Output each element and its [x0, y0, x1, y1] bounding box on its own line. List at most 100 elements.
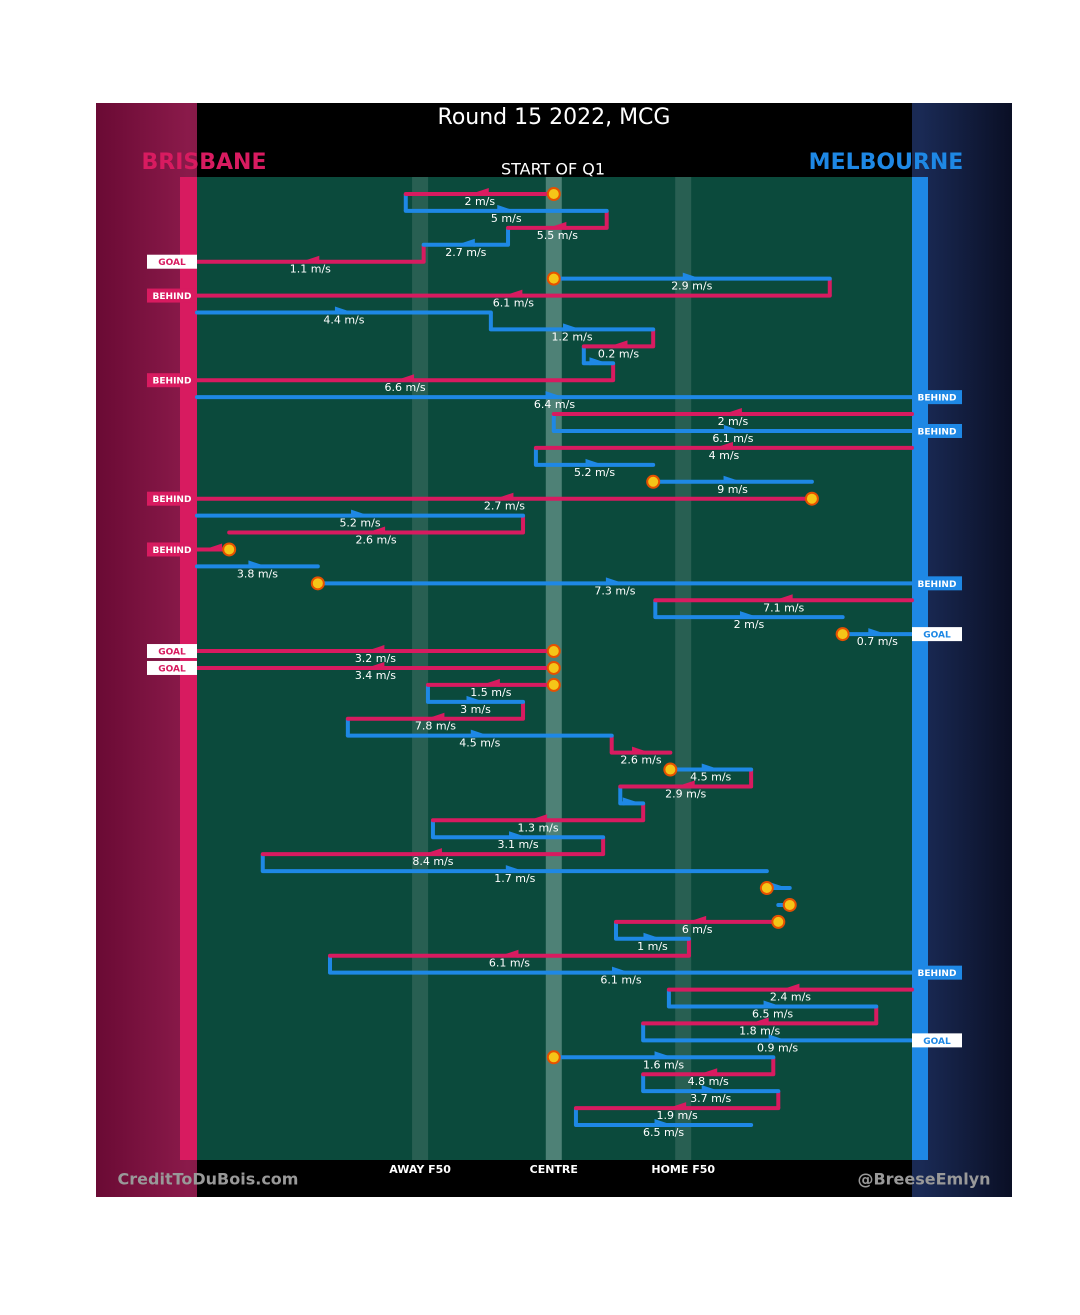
speed-label: 6.1 m/s: [600, 974, 641, 987]
speed-label: 3.1 m/s: [497, 838, 538, 851]
arrow: [654, 1051, 673, 1060]
speed-label: 4.4 m/s: [323, 313, 364, 326]
arrow: [682, 272, 701, 281]
speed-label: 6.4 m/s: [534, 398, 575, 411]
outcome-box: [912, 627, 962, 642]
arrow: [423, 848, 442, 857]
legend-brisbane: BRISBANE: [142, 150, 267, 175]
stoppage: [771, 914, 786, 929]
speed-label: 4 m/s: [709, 449, 740, 462]
arrow: [426, 712, 445, 721]
stoppage: [222, 542, 237, 557]
arrow: [509, 831, 528, 840]
arrow: [366, 661, 385, 670]
speed-label: 3.2 m/s: [355, 652, 396, 665]
speed-label: 5.5 m/s: [537, 229, 578, 242]
outcome-box: [912, 965, 962, 980]
speed-label: 6.1 m/s: [712, 432, 753, 445]
speed-label: 1.6 m/s: [643, 1058, 684, 1071]
stoppage: [546, 271, 561, 286]
outcome-box: [912, 1033, 962, 1048]
speed-label: 2 m/s: [464, 195, 495, 208]
arrow: [529, 814, 548, 823]
arrow: [605, 577, 624, 586]
speed-label: 5.2 m/s: [339, 517, 380, 530]
arrow: [248, 560, 267, 569]
speed-label: 6.5 m/s: [752, 1008, 793, 1021]
legend-melbourne: MELBOURNE: [809, 150, 964, 175]
speed-label: 6.5 m/s: [643, 1126, 684, 1139]
arrow: [611, 966, 630, 975]
arrow: [367, 526, 386, 535]
arrow: [495, 492, 514, 501]
stoppage: [804, 491, 819, 506]
outcome-box: [912, 390, 962, 405]
arrow: [481, 678, 500, 687]
outcome-label: GOAL: [923, 631, 951, 641]
outcome-box: [147, 491, 197, 506]
outcome-label: GOAL: [158, 664, 186, 674]
speed-label: 0.2 m/s: [598, 347, 639, 360]
credit: CreditToDuBois.com: [118, 1170, 299, 1189]
outcome-label: BEHIND: [153, 377, 192, 387]
arrow: [768, 1034, 787, 1043]
speed-label: 2.7 m/s: [445, 246, 486, 259]
speed-label: 5 m/s: [491, 212, 522, 225]
arrow: [701, 763, 720, 772]
stoppage: [759, 881, 774, 896]
speed-label: 4.5 m/s: [690, 771, 731, 784]
speed-label: 1.8 m/s: [739, 1024, 780, 1037]
speed-label: 0.7 m/s: [857, 635, 898, 648]
speed-label: 7.1 m/s: [763, 601, 804, 614]
header-band: [197, 103, 912, 177]
arrow: [548, 221, 567, 230]
arrow: [504, 289, 523, 298]
speed-label: 2.6 m/s: [620, 754, 661, 767]
arrow: [301, 255, 320, 264]
speed-label: 4.5 m/s: [459, 737, 500, 750]
arrow: [654, 1119, 673, 1127]
arrow: [470, 729, 489, 738]
arrow: [723, 408, 742, 417]
arrow: [668, 1102, 687, 1111]
arrow: [750, 1017, 769, 1026]
arrow: [781, 983, 800, 992]
subtitle: START OF Q1: [501, 160, 605, 179]
speed-label: 2.9 m/s: [671, 280, 712, 293]
arrow: [701, 1085, 720, 1094]
stoppage: [546, 644, 561, 659]
x-tick-label: HOME F50: [651, 1163, 715, 1176]
speed-label: 2.7 m/s: [484, 500, 525, 513]
speed-label: 6.1 m/s: [493, 297, 534, 310]
outcome-label: BEHIND: [153, 546, 192, 556]
arrow: [699, 1068, 718, 1077]
x-tick-label: AWAY F50: [389, 1163, 451, 1176]
arrow: [396, 374, 415, 383]
speed-label: 9 m/s: [717, 483, 748, 496]
arrow: [622, 797, 641, 806]
arrow: [366, 645, 385, 654]
speed-label: 2 m/s: [718, 415, 749, 428]
speed-label: 1.5 m/s: [470, 686, 511, 699]
arrow: [609, 340, 628, 349]
speed-label: 3 m/s: [460, 703, 491, 716]
x-tick-label: CENTRE: [530, 1163, 578, 1176]
stoppage: [310, 576, 325, 591]
speed-label: 6.6 m/s: [384, 381, 425, 394]
outcome-box: [147, 644, 197, 659]
stoppage: [646, 474, 661, 489]
arrow: [676, 780, 695, 789]
field-line: [675, 177, 692, 1160]
arrow: [714, 441, 733, 450]
arrow: [351, 509, 370, 518]
outcome-label: GOAL: [923, 1037, 951, 1047]
footer-band: [197, 1160, 912, 1197]
outcome-box: [147, 660, 197, 675]
speed-label: 3.8 m/s: [237, 567, 278, 580]
speed-label: 2.4 m/s: [770, 991, 811, 1004]
melbourne-goal-line: [912, 177, 928, 1160]
speed-label: 4.8 m/s: [688, 1075, 729, 1088]
speed-label: 7.8 m/s: [415, 720, 456, 733]
speed-label: 8.4 m/s: [412, 855, 453, 868]
